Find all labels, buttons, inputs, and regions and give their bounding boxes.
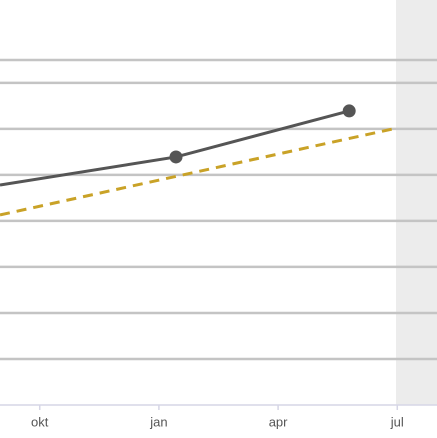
x-axis-labels: okt jan apr jul <box>31 405 404 429</box>
x-tick-label: jan <box>149 414 167 429</box>
x-tick-label: apr <box>269 414 288 429</box>
x-tick-label: jul <box>390 414 404 429</box>
forecast-region <box>396 0 437 405</box>
line <box>0 126 398 217</box>
grid <box>0 81 437 361</box>
x-tick-label: okt <box>31 414 49 429</box>
point <box>342 104 356 118</box>
point <box>169 150 183 164</box>
plot-area <box>0 104 398 217</box>
